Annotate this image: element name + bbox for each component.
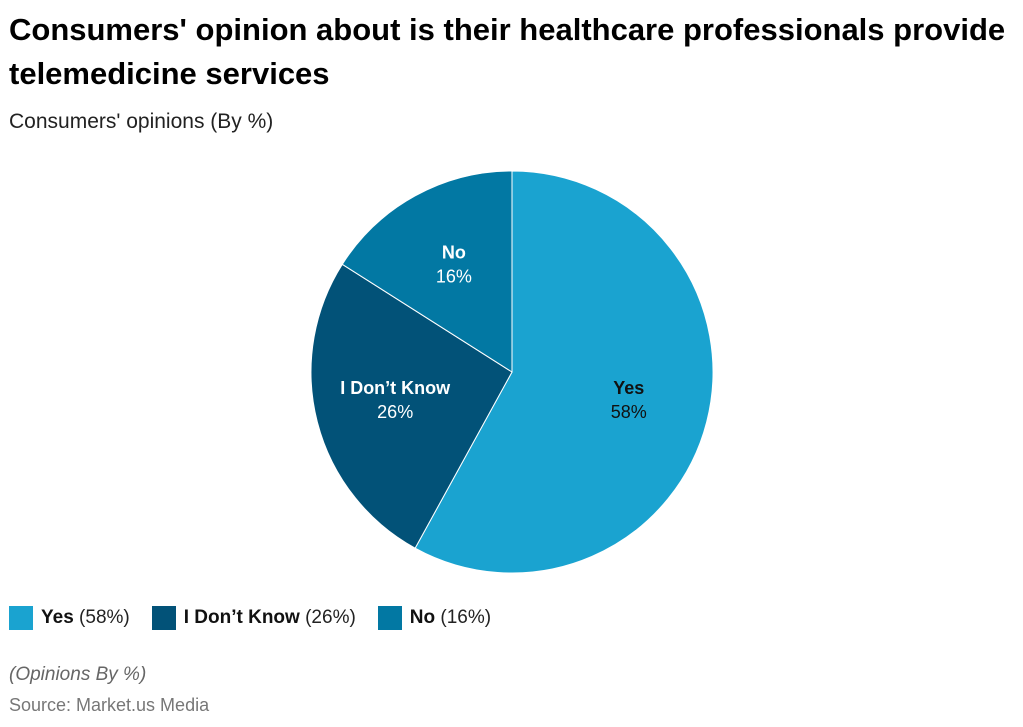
data-label-value: 26%: [377, 402, 413, 422]
legend-value: (26%): [305, 607, 356, 628]
chart-source: Source: Market.us Media: [9, 695, 210, 715]
chart-note: (Opinions By %): [9, 664, 147, 685]
chart-subtitle: Consumers' opinions (By %): [9, 110, 274, 133]
data-label-category: No: [442, 242, 466, 262]
legend-value: (16%): [440, 607, 492, 628]
data-label-category: I Don’t Know: [340, 378, 451, 398]
legend-swatch: [9, 606, 33, 630]
legend-swatch: [377, 606, 402, 630]
legend: Yes (58%) I Don’t Know (26%) No (16%): [9, 606, 491, 630]
data-label-category: Yes: [613, 378, 644, 398]
data-label-value: 58%: [611, 402, 647, 422]
data-label-value: 16%: [436, 266, 472, 286]
pie-slice-i-don-t-know: [310, 263, 513, 549]
pie-chart: Yes 58% I Don’t Know 26% No 16%: [310, 170, 714, 574]
chart-title: Consumers' opinion about is their health…: [9, 12, 1006, 91]
legend-item-dont-know: I Don’t Know (26%): [151, 606, 356, 630]
legend-item-no: No (16%): [377, 606, 492, 630]
pie-slice-yes: [414, 170, 714, 574]
legend-label: No: [409, 607, 436, 628]
pie-slice-no: [341, 170, 513, 373]
legend-swatch: [151, 606, 176, 630]
legend-label: I Don’t Know: [183, 607, 300, 628]
legend-item-yes: Yes (58%): [9, 606, 130, 630]
legend-label: Yes: [41, 607, 74, 628]
legend-value: (58%): [79, 607, 130, 628]
